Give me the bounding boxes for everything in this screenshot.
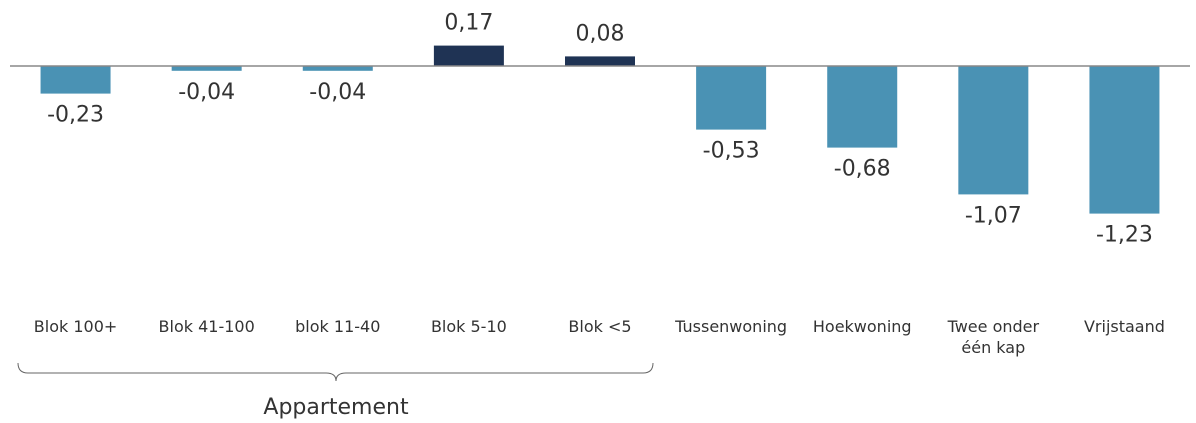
value-label: -0,04 (309, 80, 366, 105)
x-tick-label: blok 11-40 (295, 317, 381, 336)
x-tick-label: Twee onder één kap (947, 317, 1040, 357)
value-label: 0,08 (576, 21, 625, 46)
bar (40, 66, 111, 94)
bar (433, 45, 504, 66)
bar (302, 66, 373, 71)
group-brace (17, 362, 654, 382)
x-tick-label: Vrijstaand (1083, 317, 1165, 336)
bar (171, 66, 242, 71)
value-label: -1,07 (965, 203, 1022, 228)
group-label: Appartement (263, 395, 409, 420)
bar (958, 66, 1029, 195)
value-label: -0,04 (178, 80, 235, 105)
bar (696, 66, 767, 130)
x-tick-label: Hoekwoning (812, 317, 912, 336)
value-label: -0,53 (703, 139, 760, 164)
bar (1089, 66, 1160, 214)
value-label: -0,68 (834, 157, 891, 182)
value-label: -0,23 (47, 103, 104, 128)
bar (827, 66, 898, 148)
value-label: 0,17 (444, 11, 493, 36)
value-label: -1,23 (1096, 223, 1153, 248)
x-tick-label: Blok 5-10 (430, 317, 507, 336)
x-tick-label: Blok <5 (568, 317, 632, 336)
bar (565, 56, 635, 66)
x-tick-label: Blok 100+ (33, 317, 118, 336)
x-tick-label: Blok 41-100 (158, 317, 255, 336)
x-tick-label: Tussenwoning (675, 317, 788, 336)
